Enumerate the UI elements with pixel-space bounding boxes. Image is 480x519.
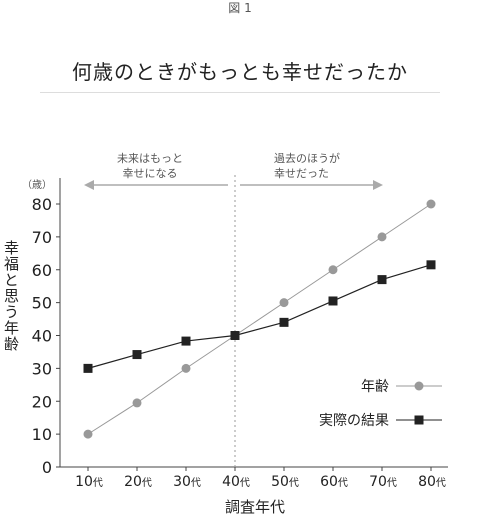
y-tick-label: 0 [42, 458, 52, 477]
y-tick-label: 70 [32, 228, 52, 247]
legend-marker-circle [414, 381, 424, 391]
y-unit-label: （歳） [22, 179, 52, 191]
y-tick-label: 40 [32, 327, 52, 346]
x-tick-label: 10代 [75, 474, 103, 490]
data-point-square [377, 275, 387, 285]
data-point-square [181, 336, 191, 346]
data-point-square [230, 331, 240, 340]
y-tick-label: 20 [32, 392, 52, 411]
chart-title: 何歳のときがもっとも幸せだったか [72, 60, 408, 84]
x-tick-label: 80代 [418, 474, 446, 490]
data-point-circle [279, 298, 289, 308]
x-tick-label: 70代 [369, 474, 397, 490]
annotation-left-line: 未来はもっと [117, 152, 183, 165]
data-point-square [132, 350, 142, 360]
annotation-right-line: 幸せだった [274, 167, 329, 180]
annotation-right-line: 過去のほうが [274, 151, 340, 165]
series-lines [87, 203, 432, 435]
x-tick-label: 50代 [271, 474, 299, 490]
data-point-square [279, 317, 289, 327]
arrow-left-head [84, 180, 94, 190]
data-point-square [83, 363, 93, 373]
axes: 0 10 20 30 40 50 60 70 80 （歳） 10代 20代 30代 40代 50代 60代 70… [22, 178, 448, 490]
y-axis-label: 幸福と思う年齢 [2, 240, 20, 352]
series-line [87, 264, 432, 369]
series-line [87, 203, 432, 435]
data-point-square [328, 296, 338, 306]
data-point-circle [328, 265, 338, 275]
y-tick-label: 80 [32, 195, 52, 214]
y-tick-label: 50 [32, 294, 52, 313]
x-axis-label: 調査年代 [224, 498, 285, 516]
data-point-square [426, 260, 436, 270]
y-axis-label-wrap: 幸福と思う年齢 [0, 240, 22, 352]
data-point-circle [83, 429, 93, 439]
y-tick-label: 60 [32, 261, 52, 280]
series-markers [83, 199, 436, 439]
data-point-circle [181, 363, 191, 373]
figure-label: 図 1 [228, 1, 252, 15]
data-point-circle [132, 398, 142, 408]
y-tick-label: 30 [32, 359, 52, 378]
data-point-circle [377, 232, 387, 242]
x-tick-label: 60代 [320, 474, 348, 490]
title-divider [40, 92, 440, 93]
legend-marker-square [414, 415, 424, 425]
arrow-right-head [373, 180, 383, 190]
legend-label: 年齢 [361, 379, 389, 395]
data-point-circle [426, 199, 436, 209]
x-tick-label: 20代 [124, 474, 152, 490]
y-tick-label: 10 [32, 425, 52, 444]
x-tick-label: 30代 [173, 474, 201, 490]
legend-label: 実際の結果 [319, 413, 389, 429]
annotation-left-line: 幸せになる [123, 167, 178, 180]
x-tick-label: 40代 [222, 474, 250, 490]
